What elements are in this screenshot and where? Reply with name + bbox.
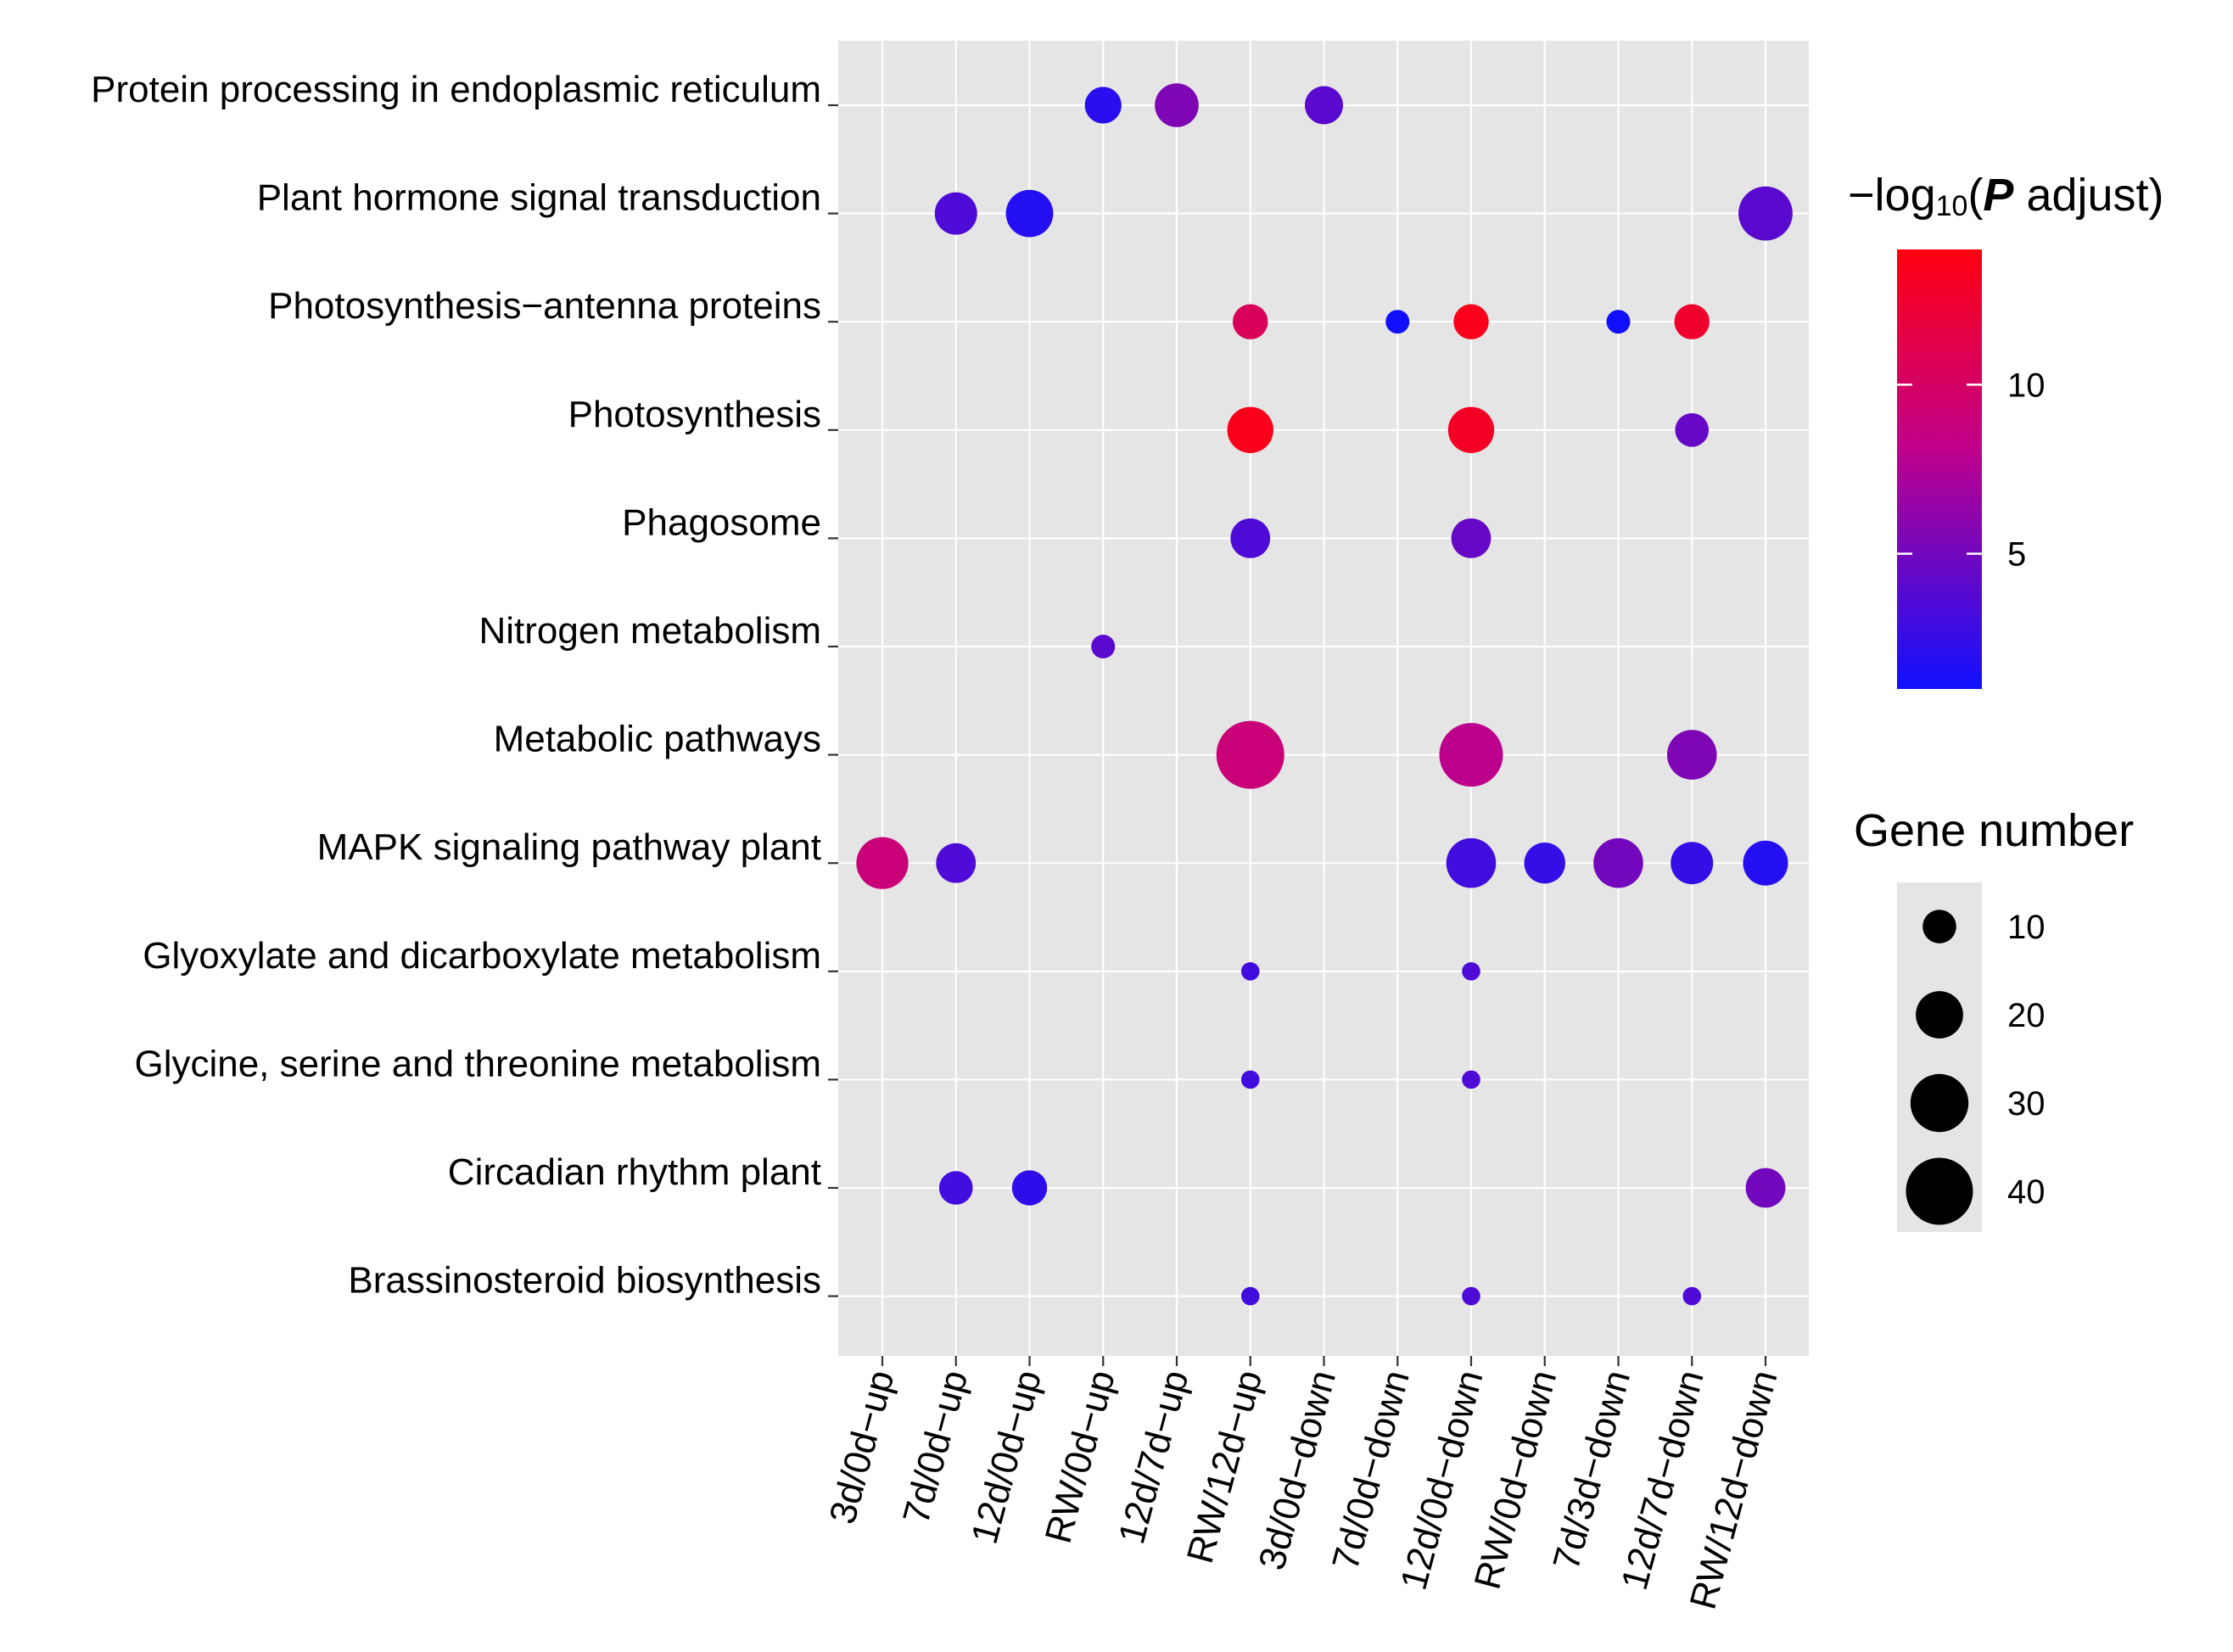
size-legend-label: 20 [2007, 997, 2046, 1034]
point-photosynthesis-12d-0d-down [1447, 406, 1495, 453]
point-plant-hormone-signal-transduction-12d-0d-up [1005, 189, 1054, 238]
size-legend-dot [1922, 910, 1956, 944]
point-metabolic-pathways-rw-12d-up [1216, 720, 1284, 789]
y-tick-label: Circadian rhythm plant [448, 1151, 821, 1193]
point-glyoxylate-and-dicarboxylate-metabolism-rw-12d-up [1240, 962, 1260, 981]
data-points [856, 83, 1793, 1306]
y-tick-label: Phagosome [622, 501, 821, 543]
point-photosynthesis-12d-7d-down [1675, 413, 1710, 447]
point-protein-processing-in-endoplasmic-reticulum-12d-7d-up [1155, 83, 1199, 127]
y-tick-label: Plant hormone signal transduction [257, 177, 821, 219]
point-metabolic-pathways-12d-7d-down [1666, 730, 1717, 780]
y-tick-label: MAPK signaling pathway plant [317, 826, 821, 868]
y-tick-label: Photosynthesis [568, 394, 821, 435]
x-tick-label: RW/12d−up [1179, 1366, 1271, 1568]
color-bar [1897, 249, 1982, 689]
size-legend-title: Gene number [1854, 805, 2134, 856]
point-glycine-serine-and-threonine-metabolism-rw-12d-up [1240, 1070, 1260, 1089]
color-legend-title: −log10(P adjust) [1848, 170, 2164, 222]
color-legend-label: 10 [2007, 367, 2046, 404]
point-photosynthesis-rw-12d-up [1227, 406, 1273, 453]
point-phagosome-rw-12d-up [1230, 518, 1271, 558]
point-plant-hormone-signal-transduction-7d-0d-up [934, 192, 977, 235]
point-mapk-signaling-pathway-plant-rw-0d-down [1524, 843, 1565, 884]
point-brassinosteroid-biosynthesis-rw-12d-up [1240, 1286, 1260, 1306]
y-tick-label: Glycine, serine and threonine metabolism [134, 1043, 821, 1084]
point-mapk-signaling-pathway-plant-7d-3d-down [1593, 837, 1643, 888]
y-tick-label: Metabolic pathways [494, 719, 821, 760]
x-axis: 3d/0d−up7d/0d−up12d/0d−upRW/0d−up12d/7d−… [822, 1356, 1786, 1614]
point-photosynthesis-antenna-proteins-7d-0d-down [1385, 310, 1410, 334]
point-glyoxylate-and-dicarboxylate-metabolism-12d-0d-down [1462, 962, 1480, 981]
point-mapk-signaling-pathway-plant-7d-0d-up [936, 843, 977, 883]
point-mapk-signaling-pathway-plant-12d-7d-down [1671, 842, 1714, 885]
y-tick-label: Brassinosteroid biosynthesis [348, 1260, 821, 1302]
y-tick-label: Photosynthesis−antenna proteins [268, 285, 821, 327]
size-legend: Gene number 10 20 30 40 [1854, 805, 2134, 1232]
x-tick-label: 3d/0d−up [822, 1366, 903, 1528]
y-tick-label: Glyoxylate and dicarboxylate metabolism [143, 935, 821, 977]
y-tick-label: Protein processing in endoplasmic reticu… [91, 69, 821, 110]
point-circadian-rhythm-plant-7d-0d-up [938, 1171, 973, 1205]
x-tick-label: 12d/0d−up [964, 1366, 1049, 1548]
point-protein-processing-in-endoplasmic-reticulum-rw-0d-up [1084, 87, 1122, 124]
point-photosynthesis-antenna-proteins-12d-7d-down [1674, 304, 1710, 339]
point-metabolic-pathways-12d-0d-down [1439, 723, 1503, 787]
gridlines [838, 41, 1809, 1356]
point-nitrogen-metabolism-rw-0d-up [1091, 635, 1116, 658]
point-plant-hormone-signal-transduction-rw-12d-down [1738, 186, 1793, 241]
color-legend: −log10(P adjust) 5 10 [1848, 170, 2164, 689]
x-tick-label: RW/0d−up [1038, 1366, 1123, 1548]
size-legend-label: 40 [2007, 1173, 2046, 1211]
point-mapk-signaling-pathway-plant-3d-0d-up [856, 837, 909, 889]
x-tick-label: 7d/0d−up [895, 1366, 976, 1528]
color-legend-label: 5 [2007, 536, 2026, 574]
x-tick-label: 12d/7d−up [1111, 1366, 1196, 1548]
point-brassinosteroid-biosynthesis-12d-0d-down [1462, 1286, 1480, 1306]
point-circadian-rhythm-plant-12d-0d-up [1011, 1170, 1048, 1206]
point-photosynthesis-antenna-proteins-12d-0d-down [1453, 304, 1489, 339]
y-tick-label: Nitrogen metabolism [479, 610, 822, 652]
point-mapk-signaling-pathway-plant-rw-12d-down [1743, 840, 1788, 886]
point-phagosome-12d-0d-down [1451, 518, 1491, 558]
point-protein-processing-in-endoplasmic-reticulum-3d-0d-down [1305, 86, 1343, 125]
size-legend-label: 10 [2007, 909, 2046, 946]
point-photosynthesis-antenna-proteins-rw-12d-up [1233, 304, 1268, 339]
size-legend-label: 30 [2007, 1085, 2046, 1123]
point-glycine-serine-and-threonine-metabolism-12d-0d-down [1462, 1070, 1480, 1089]
size-legend-dot [1906, 1157, 1973, 1225]
size-legend-dot [1910, 1073, 1969, 1133]
point-circadian-rhythm-plant-rw-12d-down [1745, 1168, 1786, 1208]
point-brassinosteroid-biosynthesis-12d-7d-down [1682, 1286, 1702, 1306]
size-legend-dot [1916, 991, 1963, 1039]
point-photosynthesis-antenna-proteins-7d-3d-down [1606, 310, 1631, 334]
point-mapk-signaling-pathway-plant-12d-0d-down [1446, 837, 1497, 888]
y-axis: Protein processing in endoplasmic reticu… [91, 69, 838, 1302]
